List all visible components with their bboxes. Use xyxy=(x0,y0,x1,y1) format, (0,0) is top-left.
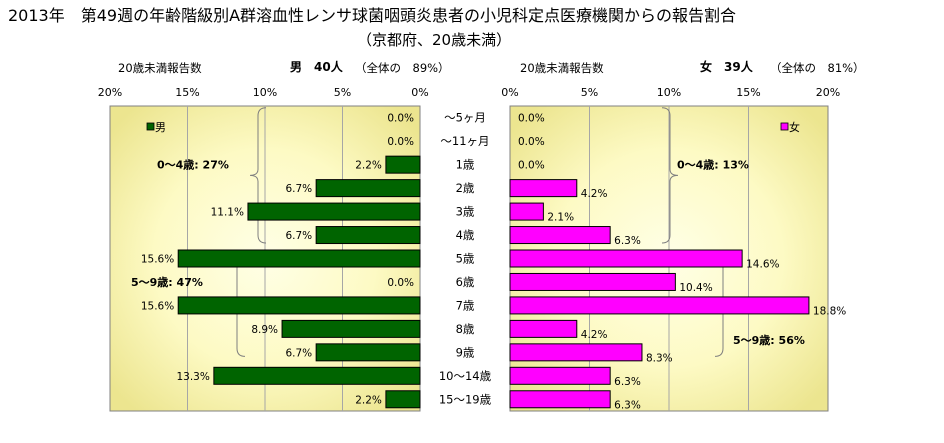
female-data-label: 0.0% xyxy=(518,113,545,125)
male-data-label: 2.2% xyxy=(355,394,382,406)
female-bar xyxy=(509,390,611,409)
category-label: 10～14歳 xyxy=(439,369,492,383)
male-0-4-bracket xyxy=(249,107,267,244)
male-bar xyxy=(385,155,421,174)
category-label: 1歳 xyxy=(456,158,475,172)
male-legend-swatch xyxy=(146,122,155,131)
male-bar xyxy=(385,390,421,409)
female-data-label: 4.2% xyxy=(581,188,608,200)
female-bar xyxy=(509,226,611,245)
male-data-label: 6.7% xyxy=(285,230,312,242)
male-legend-label: 男 xyxy=(155,121,166,134)
chart-subtitle: （京都府、20歳未満） xyxy=(357,31,512,49)
female-data-label: 10.4% xyxy=(679,282,712,294)
female-data-label: 0.0% xyxy=(518,160,545,172)
male-header-count: 男 40人 xyxy=(290,60,343,74)
female-data-label: 6.3% xyxy=(614,399,641,411)
category-label: 7歳 xyxy=(456,298,475,312)
female-bar xyxy=(509,202,544,221)
male-header-label: 20歳未満報告数 xyxy=(118,61,202,75)
male-data-label: 6.7% xyxy=(285,183,312,195)
male-data-label: 13.3% xyxy=(176,371,209,383)
female-bar xyxy=(509,296,810,315)
male-bar xyxy=(213,366,421,385)
male-bar xyxy=(247,202,421,221)
female-0-4-bracket xyxy=(661,107,679,244)
female-header-count: 女 39人 xyxy=(700,60,753,74)
male-axis-tick: 10% xyxy=(253,86,277,99)
female-axis-tick: 0% xyxy=(501,86,518,99)
male-data-label: 15.6% xyxy=(141,300,174,312)
category-label: ～5ヶ月 xyxy=(444,111,486,125)
category-label: ～11ヶ月 xyxy=(440,134,489,148)
category-label: 6歳 xyxy=(456,275,475,289)
female-data-label: 18.8% xyxy=(813,305,846,317)
female-0-4-annotation: 0～4歳: 13% xyxy=(677,158,749,172)
female-axis-tick: 15% xyxy=(736,86,760,99)
female-bar xyxy=(509,366,611,385)
male-5-9-annotation: 5～9歳: 47% xyxy=(131,275,203,289)
female-axis-tick: 10% xyxy=(657,86,681,99)
male-bar xyxy=(315,226,421,245)
category-label: 5歳 xyxy=(456,252,475,266)
male-axis-tick: 5% xyxy=(334,86,351,99)
female-bar xyxy=(509,319,578,338)
female-data-label: 4.2% xyxy=(581,329,608,341)
male-axis-tick: 15% xyxy=(175,86,199,99)
male-axis-tick: 0% xyxy=(411,86,428,99)
female-data-label: 6.3% xyxy=(614,376,641,388)
female-bar xyxy=(509,249,743,268)
female-bar xyxy=(509,343,643,362)
female-5-9-annotation: 5～9歳: 56% xyxy=(733,333,805,347)
male-data-label: 0.0% xyxy=(387,277,414,289)
category-label: 9歳 xyxy=(456,345,475,359)
female-data-label: 6.3% xyxy=(614,235,641,247)
male-data-label: 2.2% xyxy=(355,160,382,172)
male-data-label: 15.6% xyxy=(141,254,174,266)
male-data-label: 11.1% xyxy=(211,207,244,219)
male-bar xyxy=(281,319,421,338)
female-header-share: （全体の 81%） xyxy=(770,61,865,75)
category-label: 8歳 xyxy=(456,322,475,336)
category-label: 15～19歳 xyxy=(439,392,492,406)
female-axis-tick: 20% xyxy=(816,86,840,99)
male-bar xyxy=(315,179,421,198)
category-label: 2歳 xyxy=(456,181,475,195)
male-bar xyxy=(177,296,421,315)
male-data-label: 6.7% xyxy=(285,347,312,359)
category-label: 3歳 xyxy=(456,205,475,219)
female-header-label: 20歳未満報告数 xyxy=(520,61,604,75)
male-header-share: （全体の 89%） xyxy=(355,61,450,75)
male-data-label: 0.0% xyxy=(387,113,414,125)
male-data-label: 0.0% xyxy=(387,136,414,148)
female-bar xyxy=(509,179,578,198)
female-axis-tick: 5% xyxy=(581,86,598,99)
male-axis-tick: 20% xyxy=(98,86,122,99)
female-data-label: 2.1% xyxy=(547,212,574,224)
chart-title: 2013年 第49週の年齢階級別A群溶血性レンサ球菌咽頭炎患者の小児科定点医療機… xyxy=(8,6,737,25)
female-legend-swatch xyxy=(780,122,789,131)
male-0-4-annotation: 0～4歳: 27% xyxy=(157,158,229,172)
male-bar xyxy=(315,343,421,362)
category-label: 4歳 xyxy=(456,228,475,242)
female-data-label: 8.3% xyxy=(646,352,673,364)
male-bar xyxy=(177,249,421,268)
male-data-label: 8.9% xyxy=(251,324,278,336)
female-bar xyxy=(509,272,676,291)
female-data-label: 0.0% xyxy=(518,136,545,148)
female-data-label: 14.6% xyxy=(746,259,779,271)
female-legend-label: 女 xyxy=(789,120,800,134)
